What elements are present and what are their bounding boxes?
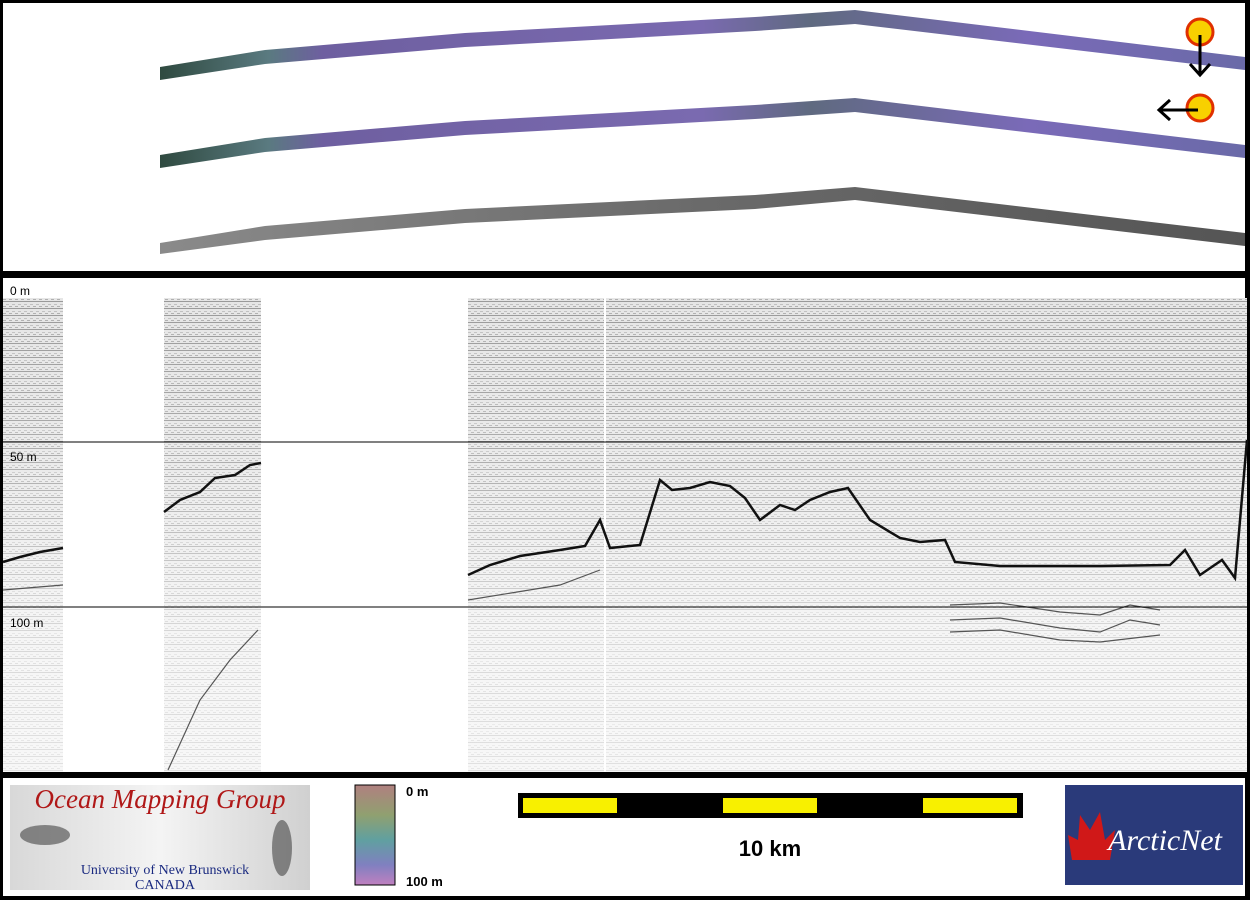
depth-label: 0 m xyxy=(10,284,30,298)
sun-icon xyxy=(1185,93,1215,123)
depth-label: 50 m xyxy=(10,450,37,464)
sun-icons xyxy=(1156,17,1215,123)
swath-shaded xyxy=(160,98,1245,168)
logo-graphic xyxy=(20,825,70,845)
logo-university: University of New Brunswick xyxy=(81,863,249,878)
gap xyxy=(261,298,468,772)
logo-title: Ocean Mapping Group xyxy=(35,784,286,814)
scale-segment xyxy=(523,798,617,813)
partner-name: ArcticNet xyxy=(1106,824,1223,857)
color-bar xyxy=(354,784,396,886)
swath-depth xyxy=(160,10,1245,80)
depth-label: 100 m xyxy=(10,616,43,630)
color-bar-label: 100 m xyxy=(406,874,443,889)
arrow-head xyxy=(1188,62,1212,78)
logo-graphic xyxy=(272,820,292,876)
scale-segment xyxy=(723,798,817,813)
arrow-head xyxy=(1156,98,1172,122)
scale-label: 10 km xyxy=(739,836,801,861)
subbottom xyxy=(2,569,1161,771)
seismic xyxy=(2,298,1249,772)
gap xyxy=(63,298,164,772)
map-panel xyxy=(3,3,1245,271)
color-bar-label: 0 m xyxy=(406,784,428,799)
scale-segment xyxy=(923,798,1017,813)
maple-leaf xyxy=(1068,812,1115,860)
swaths xyxy=(160,10,1245,254)
logo-country: CANADA xyxy=(135,878,196,893)
seafloor xyxy=(2,439,1249,582)
swath-backscatter xyxy=(160,187,1245,254)
fade xyxy=(3,298,1247,772)
